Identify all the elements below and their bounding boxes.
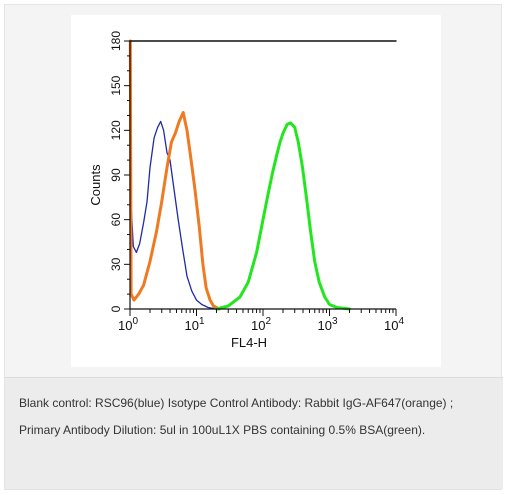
y-tick-label: 150 xyxy=(109,75,123,95)
y-tick-label: 0 xyxy=(109,305,123,312)
y-tick-label: 30 xyxy=(109,257,123,271)
series-line-1 xyxy=(129,40,218,310)
y-axis-label: Counts xyxy=(88,164,103,206)
histogram-panel: 100 101 102 103 104 0 30 60 90 120 150 180 FL4-H Co… xyxy=(71,15,441,367)
y-tick-label: 90 xyxy=(109,168,123,182)
x-tick-label: 101 xyxy=(184,316,204,333)
series-layer xyxy=(128,39,397,311)
figure-caption: Blank control: RSC96(blue) Isotype Contr… xyxy=(5,377,503,489)
x-tick-label: 103 xyxy=(317,316,337,333)
x-tick-label: 100 xyxy=(118,316,138,333)
series-line-2 xyxy=(128,39,221,311)
x-axis-label: FL4-H xyxy=(231,335,267,350)
axis-layer: 100 101 102 103 104 0 30 60 90 120 150 180 xyxy=(109,31,404,333)
y-tick-label: 120 xyxy=(109,120,123,140)
series-line-3 xyxy=(215,121,351,311)
x-tick-label: 104 xyxy=(384,316,404,333)
y-tick-label: 60 xyxy=(109,213,123,227)
y-tick-label: 180 xyxy=(109,31,123,51)
flow-cytometry-histogram: 100 101 102 103 104 0 30 60 90 120 150 180 FL4-H Co… xyxy=(88,31,404,350)
figure-card: 100 101 102 103 104 0 30 60 90 120 150 180 FL4-H Co… xyxy=(4,4,503,490)
x-tick-label: 102 xyxy=(251,316,271,333)
